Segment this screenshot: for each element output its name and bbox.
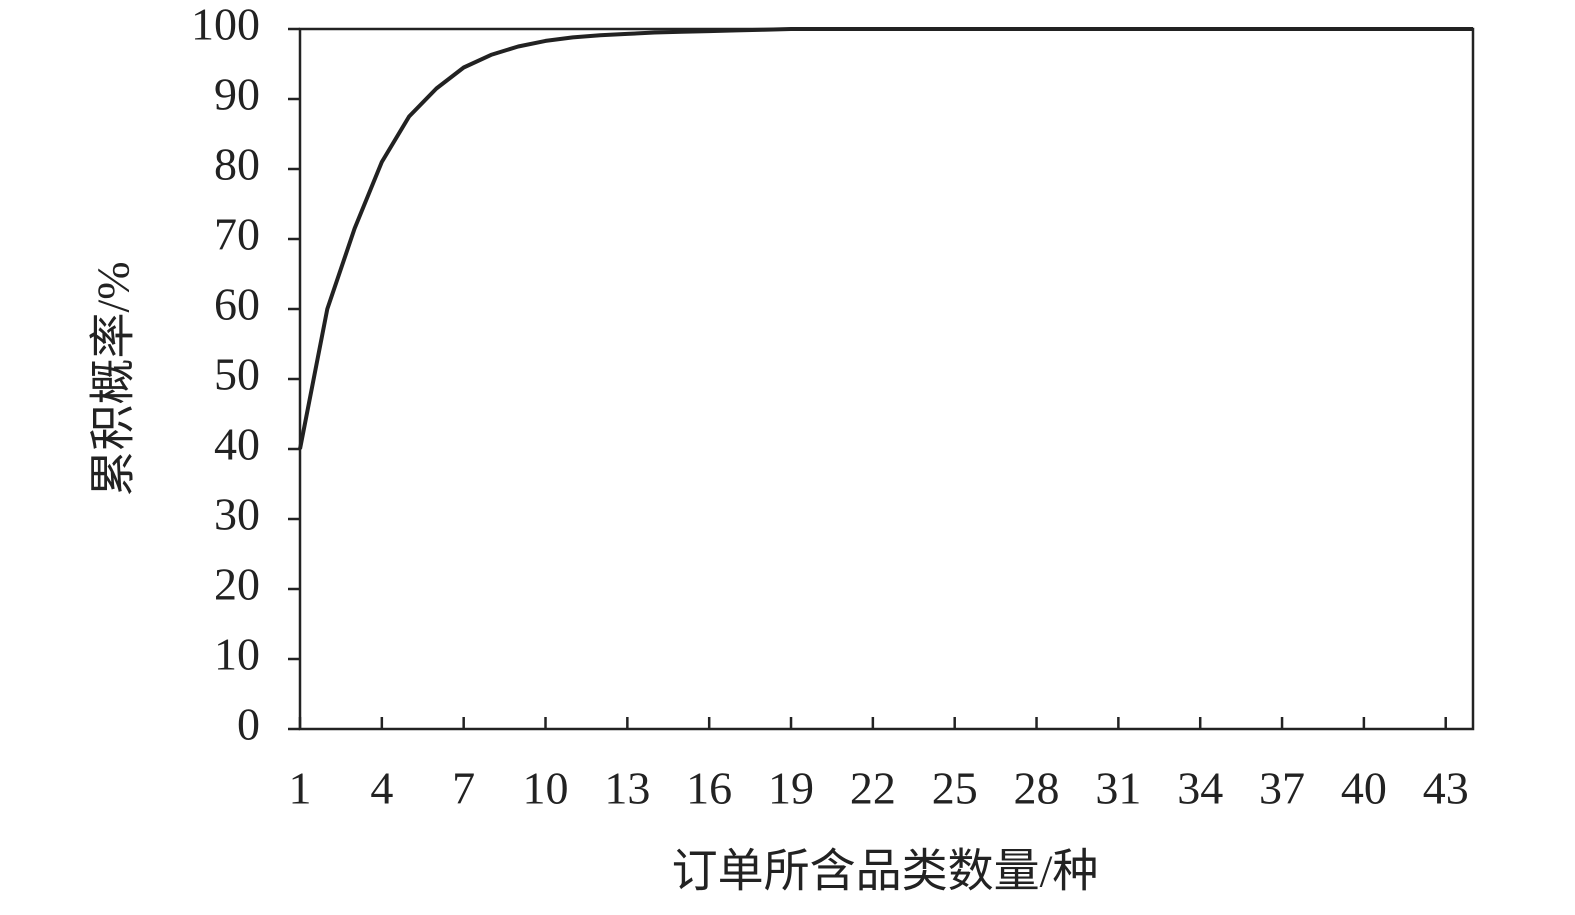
y-axis-title: 累积概率/% (88, 261, 139, 496)
plot-frame (298, 27, 1475, 731)
x-tick-label: 1 (289, 763, 312, 814)
y-tick-label: 70 (214, 209, 260, 260)
x-tick-label: 34 (1177, 763, 1223, 814)
y-tick-label: 30 (214, 489, 260, 540)
y-tick-label: 50 (214, 349, 260, 400)
y-tick-label: 10 (214, 629, 260, 680)
y-tick-label: 60 (214, 279, 260, 330)
x-tick-label: 28 (1014, 763, 1060, 814)
x-tick-label: 31 (1095, 763, 1141, 814)
x-tick-label: 22 (850, 763, 896, 814)
x-tick-label: 43 (1423, 763, 1469, 814)
x-tick-label: 10 (523, 763, 569, 814)
y-tick-label: 20 (214, 559, 260, 610)
x-tick-label: 25 (932, 763, 978, 814)
data-line (298, 27, 1473, 450)
x-tick-label: 37 (1259, 763, 1305, 814)
x-tick-label: 40 (1341, 763, 1387, 814)
x-tick-label: 13 (604, 763, 650, 814)
y-tick-label: 40 (214, 419, 260, 470)
x-axis-title: 订单所含品类数量/种 (672, 846, 1099, 897)
y-tick-label: 90 (214, 69, 260, 120)
x-tick-label: 4 (370, 763, 393, 814)
x-tick-label: 19 (768, 763, 814, 814)
x-tick-label: 7 (452, 763, 475, 814)
y-tick-label: 80 (214, 139, 260, 190)
x-tick-label: 16 (686, 763, 732, 814)
y-tick-label: 100 (191, 0, 260, 50)
y-tick-label: 0 (237, 699, 260, 750)
